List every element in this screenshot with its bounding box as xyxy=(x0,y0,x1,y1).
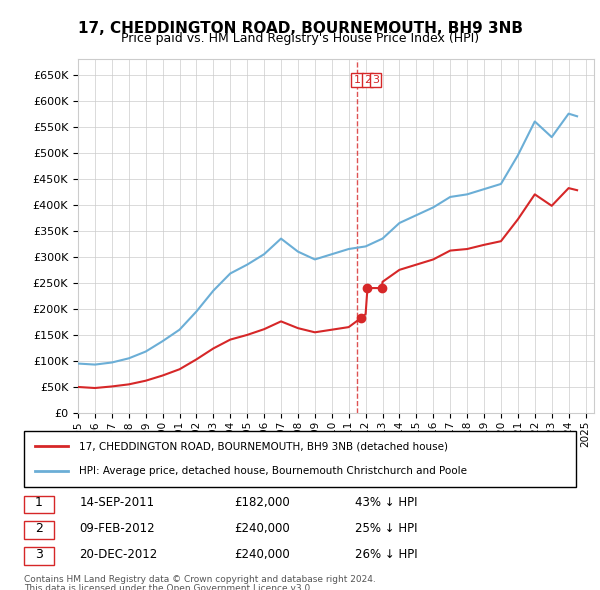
Text: £240,000: £240,000 xyxy=(234,548,290,561)
Text: Contains HM Land Registry data © Crown copyright and database right 2024.: Contains HM Land Registry data © Crown c… xyxy=(24,575,376,584)
Text: Price paid vs. HM Land Registry's House Price Index (HPI): Price paid vs. HM Land Registry's House … xyxy=(121,32,479,45)
Text: 14-SEP-2011: 14-SEP-2011 xyxy=(79,496,154,509)
Text: 3: 3 xyxy=(372,75,379,85)
Text: 1: 1 xyxy=(35,496,43,509)
Text: 26% ↓ HPI: 26% ↓ HPI xyxy=(355,548,418,561)
Text: £240,000: £240,000 xyxy=(234,522,290,535)
Text: £182,000: £182,000 xyxy=(234,496,290,509)
Text: 25% ↓ HPI: 25% ↓ HPI xyxy=(355,522,418,535)
FancyBboxPatch shape xyxy=(24,431,576,487)
Text: 17, CHEDDINGTON ROAD, BOURNEMOUTH, BH9 3NB (detached house): 17, CHEDDINGTON ROAD, BOURNEMOUTH, BH9 3… xyxy=(79,441,448,451)
FancyBboxPatch shape xyxy=(24,496,55,513)
Text: 3: 3 xyxy=(35,548,43,561)
FancyBboxPatch shape xyxy=(24,548,55,565)
Text: 43% ↓ HPI: 43% ↓ HPI xyxy=(355,496,418,509)
Text: HPI: Average price, detached house, Bournemouth Christchurch and Poole: HPI: Average price, detached house, Bour… xyxy=(79,466,467,476)
Text: 1: 1 xyxy=(353,75,361,85)
Text: 20-DEC-2012: 20-DEC-2012 xyxy=(79,548,157,561)
Text: 17, CHEDDINGTON ROAD, BOURNEMOUTH, BH9 3NB: 17, CHEDDINGTON ROAD, BOURNEMOUTH, BH9 3… xyxy=(77,21,523,35)
Text: 2: 2 xyxy=(364,75,371,85)
Text: 09-FEB-2012: 09-FEB-2012 xyxy=(79,522,155,535)
Text: This data is licensed under the Open Government Licence v3.0.: This data is licensed under the Open Gov… xyxy=(24,584,313,590)
FancyBboxPatch shape xyxy=(24,521,55,539)
Text: 2: 2 xyxy=(35,522,43,535)
